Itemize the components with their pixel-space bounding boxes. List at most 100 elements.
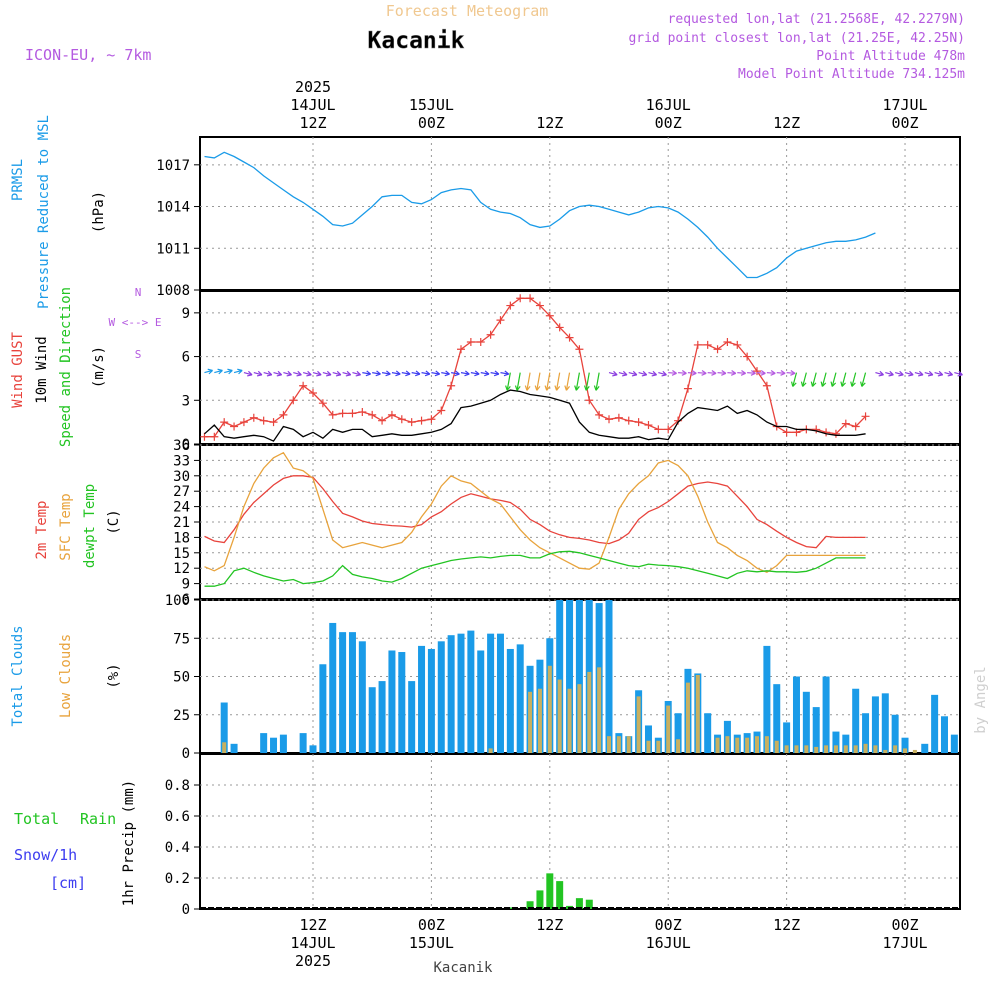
wind-arrow-head (721, 370, 727, 376)
wind-arrow (381, 372, 391, 375)
wind-arrow-head (730, 370, 737, 376)
wind-arrow (861, 372, 867, 387)
wind-arrow (516, 372, 521, 391)
total-clouds-label: Total Clouds (10, 625, 26, 726)
wind-arrow-head (227, 368, 233, 375)
panel-frame (199, 753, 961, 910)
total-cloud-bar (378, 681, 386, 753)
gust-marker (289, 396, 298, 405)
gust-marker (309, 389, 317, 397)
wind-arrow-head (375, 370, 381, 377)
gust-line (204, 297, 867, 438)
total-cloud-bar (921, 743, 929, 753)
time-label-top: 12Z (773, 114, 800, 132)
gust-marker (486, 330, 495, 339)
gust-marker (299, 381, 308, 390)
sfc-label: SFC Temp (58, 493, 74, 560)
wind-arrow-head (760, 370, 766, 376)
total-cloud-bar (871, 696, 879, 753)
time-label-top: 00Z (655, 114, 682, 132)
total-cloud-bar (299, 733, 307, 753)
wind-arrow-head (631, 370, 638, 377)
wind-arrow-head (286, 370, 292, 377)
wind-arrow-head (296, 370, 302, 377)
total-cloud-bar (566, 600, 574, 753)
total-cloud-bar (467, 630, 475, 753)
gust-marker (328, 410, 337, 419)
low-cloud-bar (547, 665, 552, 753)
gust-marker (368, 410, 377, 419)
low-cloud-bar (814, 746, 819, 753)
total-cloud-bar (496, 633, 504, 753)
gust-marker (269, 418, 278, 427)
gust-marker (348, 409, 357, 418)
gust-marker (259, 416, 268, 425)
low-cloud-bar (755, 736, 760, 753)
wind-arrow (668, 372, 677, 374)
gust-marker (457, 345, 466, 354)
gust-marker (683, 384, 692, 393)
wind-arrow (802, 372, 807, 387)
wind-arrow-head (927, 370, 934, 377)
wind-arrow (678, 372, 687, 374)
precip-rain-label: Rain (80, 810, 116, 828)
y-tick-label: 12 (173, 561, 190, 577)
total-cloud-bar (447, 635, 455, 753)
wind-arrow-head (780, 370, 786, 376)
low-clouds-label: Low Clouds (58, 634, 74, 718)
low-cloud-bar (616, 736, 621, 753)
y-tick-label: 21 (173, 515, 190, 531)
gust-marker (831, 429, 840, 438)
total-cloud-bar (575, 600, 583, 753)
precip-snow-label: Snow/1h (14, 846, 77, 864)
wind-arrow-head (415, 370, 421, 377)
wind-arrow (312, 372, 322, 376)
y-tick-label: 0.8 (165, 778, 190, 794)
gust-marker (624, 416, 633, 425)
wind-arrow (565, 372, 571, 391)
wind-arrow (526, 372, 531, 391)
wind-arrow-head (405, 370, 411, 377)
gust-marker (654, 425, 663, 434)
wind-arrow-head (493, 370, 500, 377)
y-tick-label: 0 (182, 902, 190, 918)
low-cloud-bar (853, 745, 858, 753)
t2m-line (204, 475, 866, 549)
y-tick-label: 30 (173, 469, 190, 485)
time-label-top: 00Z (418, 114, 445, 132)
total-cloud-bar (802, 691, 810, 753)
wind-label: 10m Wind (34, 336, 50, 403)
wind-arrow (470, 372, 480, 375)
precip-bar (506, 907, 514, 909)
precip-bar (536, 890, 544, 909)
precip-bar (526, 901, 534, 909)
total-cloud-bar (842, 734, 850, 753)
gust-marker (644, 421, 653, 430)
wind-arrow (914, 372, 924, 376)
pressure-label-1: PRMSL (10, 159, 26, 201)
gust-marker (841, 419, 850, 428)
total-cloud-bar (901, 737, 909, 753)
total-cloud-bar (398, 652, 406, 753)
gust-marker (220, 418, 229, 427)
total-cloud-bar (319, 664, 327, 753)
gust-marker (506, 301, 515, 310)
wind-arrow-head (908, 370, 914, 377)
model-label: ICON-EU, ~ 7km (25, 46, 151, 64)
low-cloud-bar (824, 745, 829, 753)
wind-arrow (638, 372, 647, 376)
gust-marker (526, 294, 535, 303)
precip-total-label: Total (14, 810, 59, 828)
wind-arrow (204, 369, 213, 374)
low-cloud-bar (666, 705, 671, 753)
time-label-bottom: 12Z (299, 916, 326, 934)
wind-arrow (352, 372, 361, 376)
gust-marker (575, 345, 584, 354)
low-cloud-bar (893, 745, 898, 753)
wind-arrow-head (840, 381, 846, 387)
wind-arrow (821, 372, 827, 387)
wind-arrow-head (820, 381, 827, 387)
wind-arrow-head (574, 385, 580, 391)
wind-arrow-head (355, 370, 361, 377)
